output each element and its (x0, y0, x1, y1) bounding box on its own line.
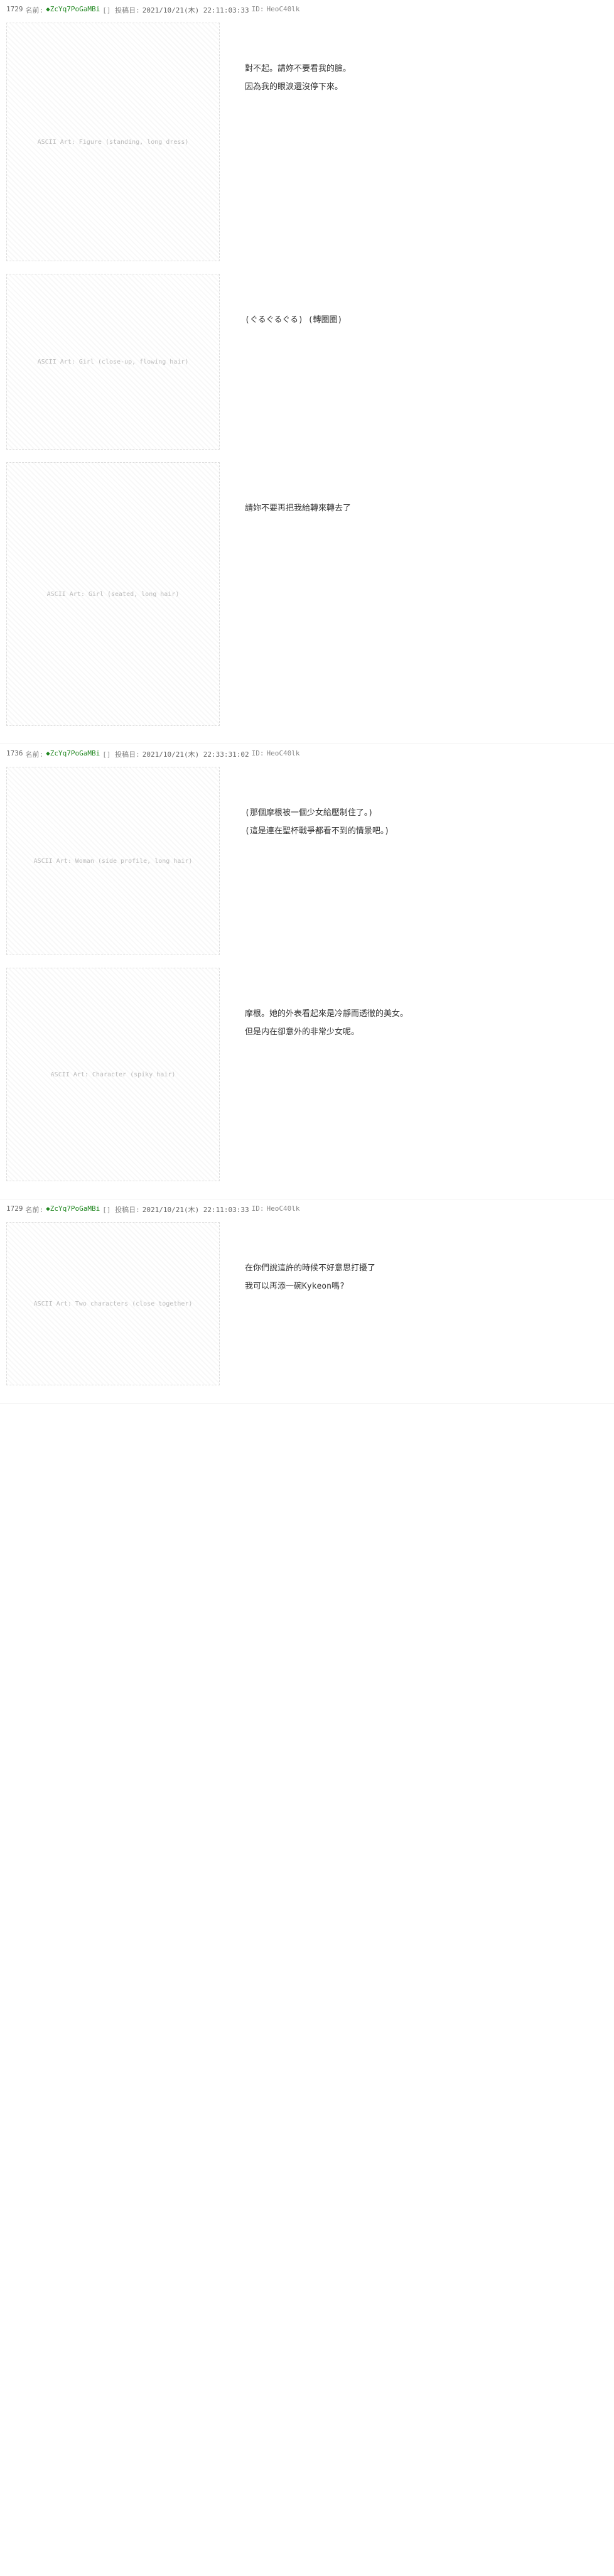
post-panel: ASCII Art: Figure (standing, long dress)… (6, 23, 608, 261)
date-prefix: [] 投稿日: (102, 5, 140, 15)
forum-post: 1736名前:◆ZcYq7PoGaMBi[] 投稿日:2021/10/21(木)… (0, 744, 614, 1199)
post-author-name: ◆ZcYq7PoGaMBi (46, 5, 100, 15)
name-prefix: 名前: (26, 749, 44, 759)
post-id: HeoC40lk (267, 5, 300, 15)
post-number: 1729 (6, 5, 23, 15)
post-panel: ASCII Art: Girl (close-up, flowing hair)… (6, 274, 608, 450)
dialogue-line: 因為我的眼淚還沒停下來。 (245, 78, 608, 97)
post-author-name: ◆ZcYq7PoGaMBi (46, 749, 100, 759)
post-author-name: ◆ZcYq7PoGaMBi (46, 1204, 100, 1215)
post-id: HeoC40lk (267, 1204, 300, 1215)
forum-post: 1729名前:◆ZcYq7PoGaMBi[] 投稿日:2021/10/21(木)… (0, 1199, 614, 1404)
dialogue-line: 摩根。她的外表看起來是冷靜而透徹的美女。 (245, 1005, 608, 1024)
post-panel: ASCII Art: Woman (side profile, long hai… (6, 767, 608, 955)
ascii-art: ASCII Art: Woman (side profile, long hai… (6, 767, 220, 955)
ascii-art: ASCII Art: Girl (seated, long hair) (6, 462, 220, 726)
post-header: 1729名前:◆ZcYq7PoGaMBi[] 投稿日:2021/10/21(木)… (6, 5, 608, 15)
ascii-art: ASCII Art: Girl (close-up, flowing hair) (6, 274, 220, 450)
dialogue-block: 在你們說這許的時候不好意思打擾了我可以再添一碗Kykeon嗎? (245, 1222, 608, 1296)
dialogue-block: 對不起。請妳不要看我的臉。因為我的眼淚還沒停下來。 (245, 23, 608, 96)
dialogue-block: 摩根。她的外表看起來是冷靜而透徹的美女。但是内在卻意外的非常少女呢。 (245, 968, 608, 1041)
ascii-art: ASCII Art: Two characters (close togethe… (6, 1222, 220, 1385)
post-header: 1736名前:◆ZcYq7PoGaMBi[] 投稿日:2021/10/21(木)… (6, 749, 608, 759)
post-date: 2021/10/21(木) 22:11:03:33 (143, 1204, 249, 1215)
post-header: 1729名前:◆ZcYq7PoGaMBi[] 投稿日:2021/10/21(木)… (6, 1204, 608, 1215)
dialogue-block: (ぐるぐるぐる) (轉圈圈) (245, 274, 608, 330)
id-prefix: ID: (252, 749, 264, 759)
dialogue-line: 在你們說這許的時候不好意思打擾了 (245, 1260, 608, 1278)
post-number: 1729 (6, 1204, 23, 1215)
dialogue-line: 但是内在卻意外的非常少女呢。 (245, 1024, 608, 1042)
post-date: 2021/10/21(木) 22:11:03:33 (143, 5, 249, 15)
dialogue-line: (這是連在聖杯戰爭都看不到的情景吧。) (245, 823, 608, 841)
dialogue-block: (那個摩根被一個少女給壓制住了。)(這是連在聖杯戰爭都看不到的情景吧。) (245, 767, 608, 840)
post-panel: ASCII Art: Two characters (close togethe… (6, 1222, 608, 1385)
dialogue-line: 對不起。請妳不要看我的臉。 (245, 60, 608, 78)
forum-post: 1729名前:◆ZcYq7PoGaMBi[] 投稿日:2021/10/21(木)… (0, 0, 614, 744)
id-prefix: ID: (252, 1204, 264, 1215)
dialogue-line: (那個摩根被一個少女給壓制住了。) (245, 804, 608, 823)
post-panel: ASCII Art: Character (spiky hair) 摩根。她的外表… (6, 968, 608, 1181)
date-prefix: [] 投稿日: (102, 749, 140, 759)
post-date: 2021/10/21(木) 22:33:31:02 (143, 749, 249, 759)
dialogue-block: 請妳不要再把我給轉來轉去了 (245, 462, 608, 518)
post-panel: ASCII Art: Girl (seated, long hair) 請妳不要再… (6, 462, 608, 726)
dialogue-line: 請妳不要再把我給轉來轉去了 (245, 500, 608, 518)
post-id: HeoC40lk (267, 749, 300, 759)
date-prefix: [] 投稿日: (102, 1204, 140, 1215)
dialogue-line: 我可以再添一碗Kykeon嗎? (245, 1278, 608, 1296)
post-number: 1736 (6, 749, 23, 759)
id-prefix: ID: (252, 5, 264, 15)
ascii-art: ASCII Art: Character (spiky hair) (6, 968, 220, 1181)
dialogue-line: (ぐるぐるぐる) (轉圈圈) (245, 311, 608, 330)
name-prefix: 名前: (26, 5, 44, 15)
name-prefix: 名前: (26, 1204, 44, 1215)
ascii-art: ASCII Art: Figure (standing, long dress) (6, 23, 220, 261)
